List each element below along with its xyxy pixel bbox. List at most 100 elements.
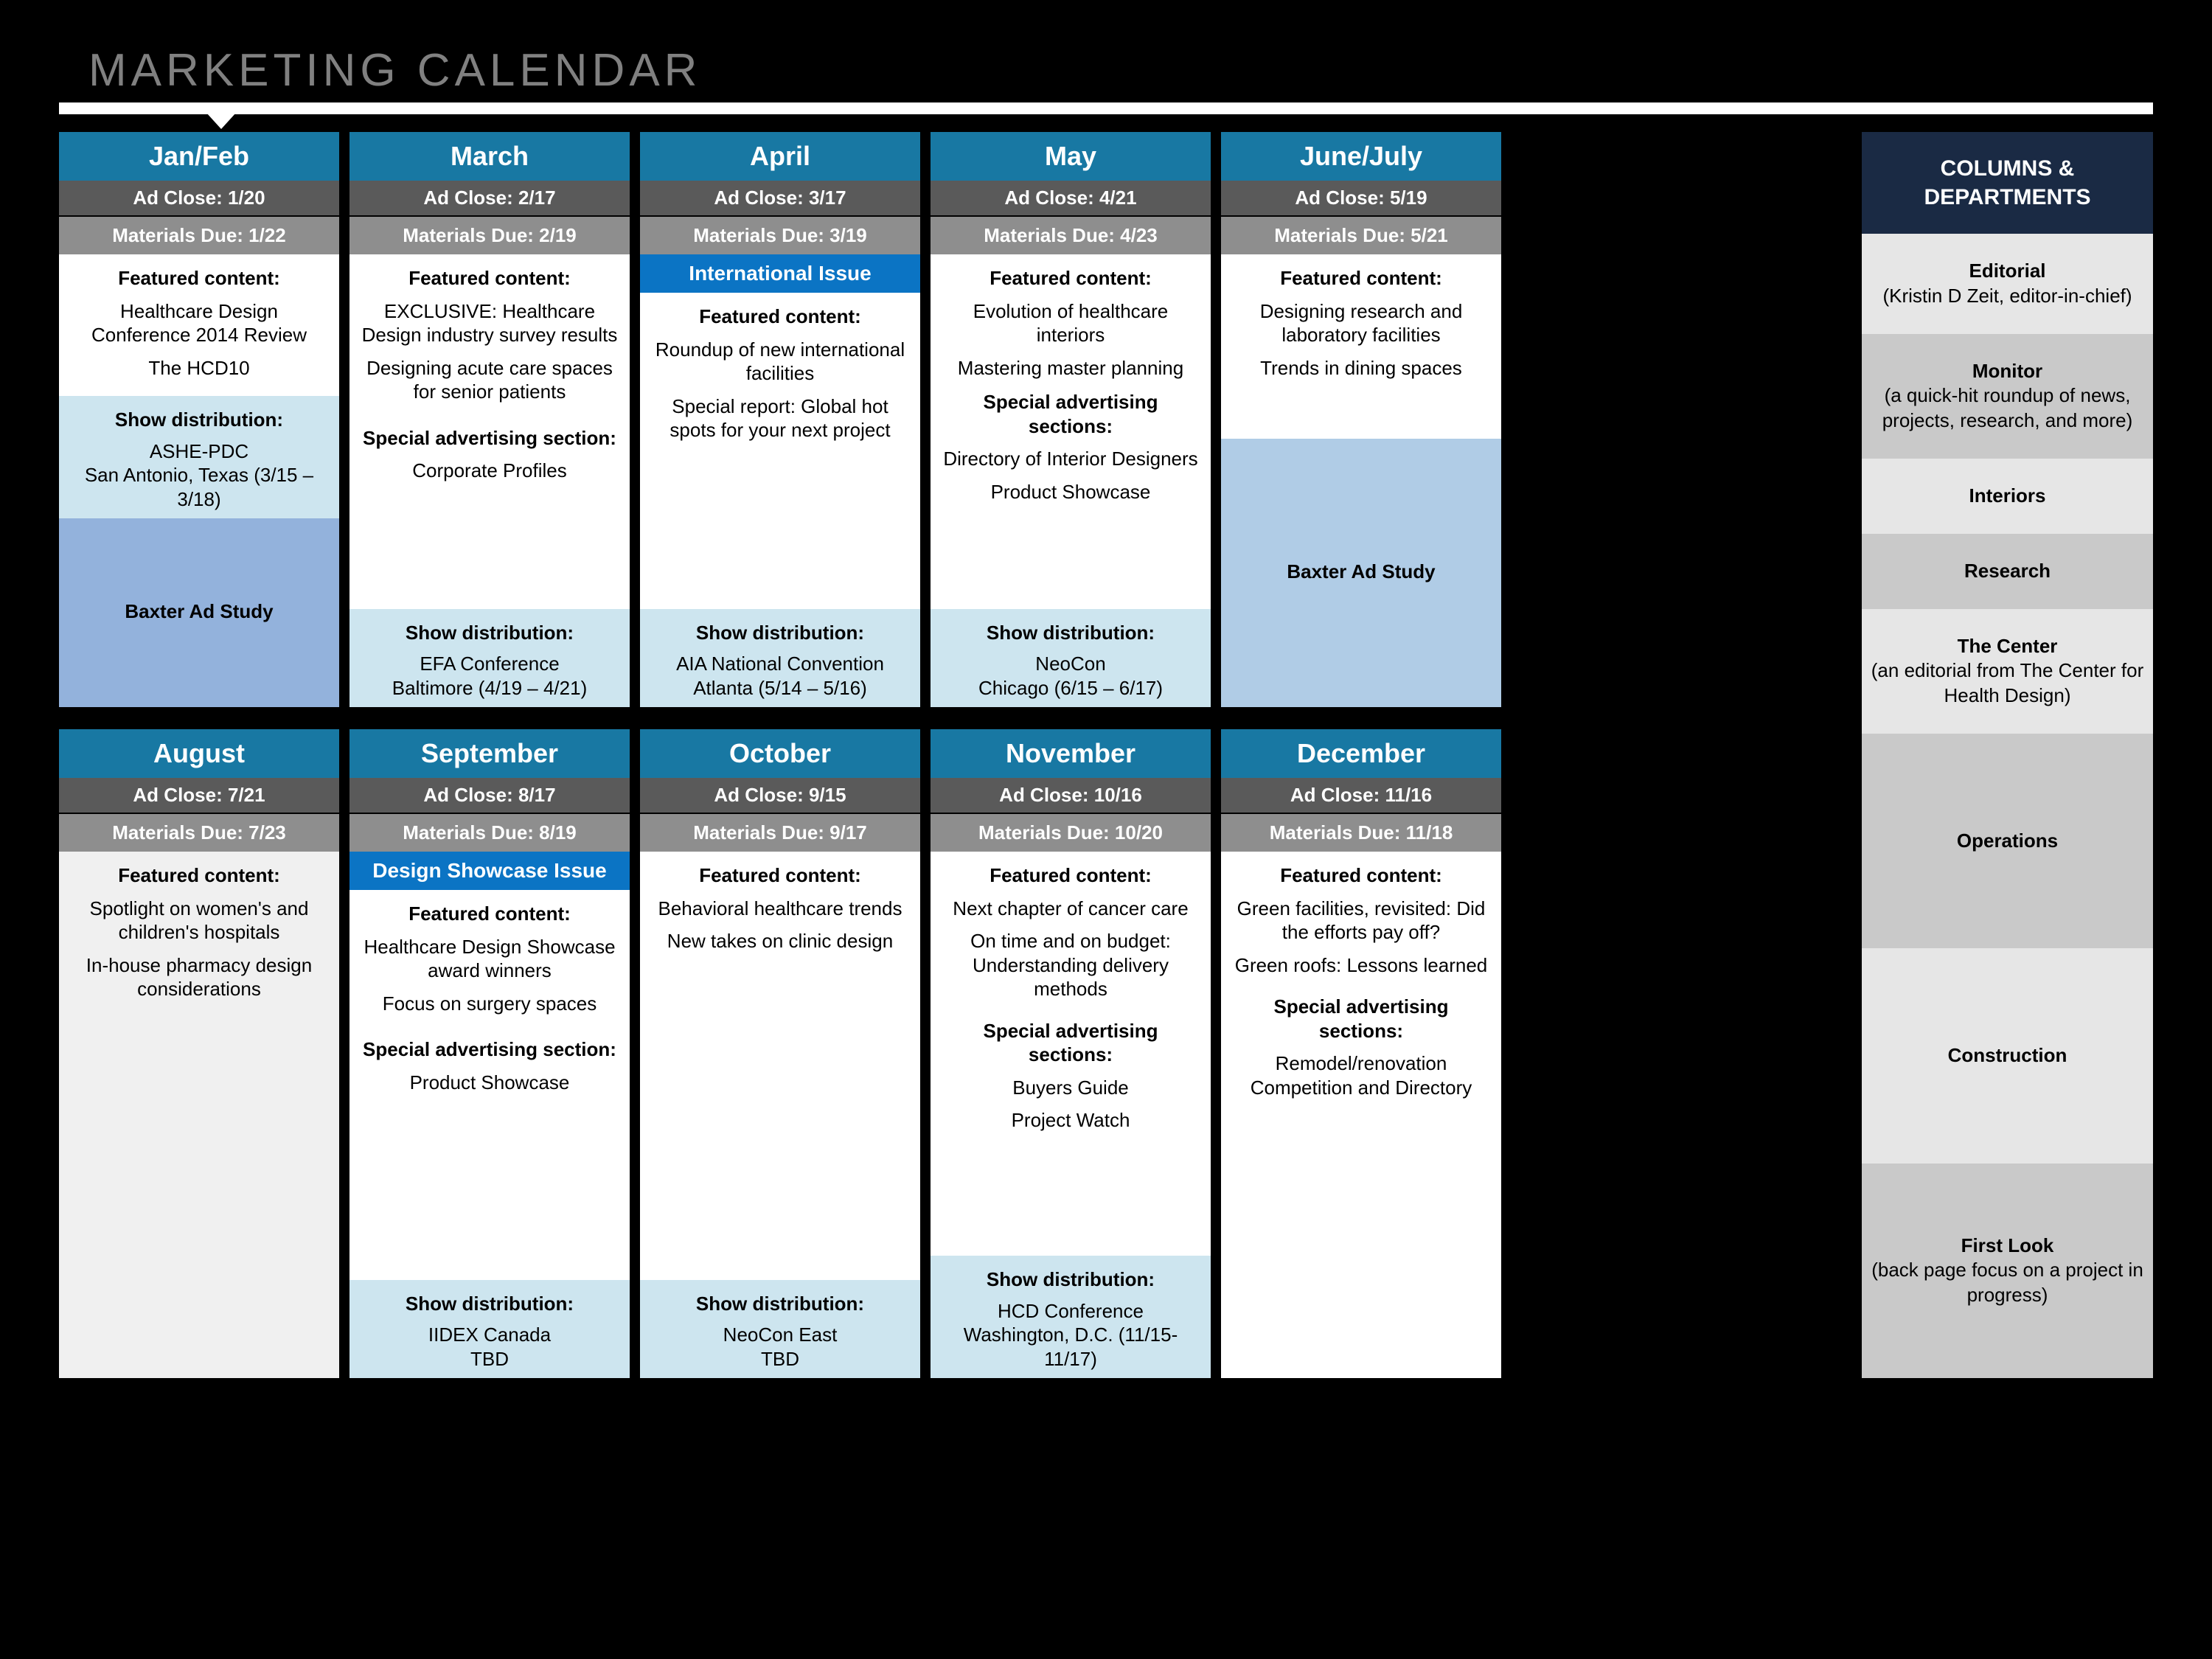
materials-due: Materials Due: 9/17 bbox=[640, 814, 920, 852]
show-dist-label: Show distribution: bbox=[941, 1267, 1200, 1292]
show-dist-label: Show distribution: bbox=[650, 621, 910, 645]
dept-interiors: Interiors bbox=[1862, 459, 2153, 534]
spec-ad-item: Corporate Profiles bbox=[360, 459, 619, 483]
show-dist-block: Show distribution: NeoCon Chicago (6/15 … bbox=[931, 609, 1211, 708]
month-october: October Ad Close: 9/15 Materials Due: 9/… bbox=[640, 729, 920, 1378]
month-header: December bbox=[1221, 729, 1501, 778]
dept-construction: Construction bbox=[1862, 948, 2153, 1163]
materials-due: Materials Due: 1/22 bbox=[59, 217, 339, 254]
ad-close: Ad Close: 1/20 bbox=[59, 181, 339, 217]
baxter-label: Baxter Ad Study bbox=[1287, 560, 1435, 584]
title-bar bbox=[59, 102, 2153, 114]
spec-ad-label: Special advertising section: bbox=[360, 1037, 619, 1062]
featured-item: EXCLUSIVE: Healthcare Design industry su… bbox=[360, 299, 619, 347]
month-november: November Ad Close: 10/16 Materials Due: … bbox=[931, 729, 1211, 1378]
dept-sub: (an editorial from The Center for Health… bbox=[1871, 659, 2143, 706]
show-dist-item: Washington, D.C. (11/15-11/17) bbox=[941, 1323, 1200, 1371]
month-april: April Ad Close: 3/17 Materials Due: 3/19… bbox=[640, 132, 920, 707]
dept-monitor: Monitor (a quick-hit roundup of news, pr… bbox=[1862, 334, 2153, 459]
month-march: March Ad Close: 2/17 Materials Due: 2/19… bbox=[349, 132, 630, 707]
spec-ad-label: Special advertising sections: bbox=[941, 390, 1200, 438]
baxter-block: Baxter Ad Study bbox=[59, 518, 339, 707]
month-september: September Ad Close: 8/17 Materials Due: … bbox=[349, 729, 630, 1378]
show-dist-label: Show distribution: bbox=[650, 1292, 910, 1316]
month-header: June/July bbox=[1221, 132, 1501, 181]
spec-ad-item: Product Showcase bbox=[360, 1071, 619, 1095]
departments-header: COLUMNS & DEPARTMENTS bbox=[1862, 132, 2153, 234]
month-june-july: June/July Ad Close: 5/19 Materials Due: … bbox=[1221, 132, 1501, 707]
featured-label: Featured content: bbox=[1231, 266, 1491, 291]
show-dist-block: Show distribution: ASHE-PDC San Antonio,… bbox=[59, 396, 339, 518]
show-dist-block: Show distribution: AIA National Conventi… bbox=[640, 609, 920, 708]
show-dist-item: Chicago (6/15 – 6/17) bbox=[941, 676, 1200, 700]
featured-item: Next chapter of cancer care bbox=[941, 897, 1200, 921]
month-header: Jan/Feb bbox=[59, 132, 339, 181]
spec-ad-item: Product Showcase bbox=[941, 480, 1200, 504]
featured-block: Featured content: Behavioral healthcare … bbox=[640, 852, 920, 1280]
ad-close: Ad Close: 3/17 bbox=[640, 181, 920, 217]
featured-item: Green facilities, revisited: Did the eff… bbox=[1231, 897, 1491, 945]
month-header: October bbox=[640, 729, 920, 778]
dept-title: Construction bbox=[1948, 1043, 2067, 1068]
show-dist-block: Show distribution: NeoCon East TBD bbox=[640, 1280, 920, 1379]
spec-ad-item: Buyers Guide bbox=[941, 1076, 1200, 1100]
featured-label: Featured content: bbox=[941, 863, 1200, 888]
page-title: MARKETING CALENDAR bbox=[59, 29, 2153, 102]
show-dist-block: Show distribution: HCD Conference Washin… bbox=[931, 1256, 1211, 1378]
dept-title: Research bbox=[1871, 559, 2144, 584]
show-dist-label: Show distribution: bbox=[360, 621, 619, 645]
month-december: December Ad Close: 11/16 Materials Due: … bbox=[1221, 729, 1501, 1378]
featured-item: The HCD10 bbox=[69, 356, 329, 380]
featured-item: Special report: Global hot spots for you… bbox=[650, 394, 910, 442]
dept-title: Editorial bbox=[1871, 259, 2144, 284]
show-dist-block: Show distribution: EFA Conference Baltim… bbox=[349, 609, 630, 708]
featured-item: Designing acute care spaces for senior p… bbox=[360, 356, 619, 404]
baxter-block: Baxter Ad Study bbox=[1221, 439, 1501, 707]
month-header: March bbox=[349, 132, 630, 181]
featured-item: Designing research and laboratory facili… bbox=[1231, 299, 1491, 347]
materials-due: Materials Due: 10/20 bbox=[931, 814, 1211, 852]
show-dist-item: ASHE-PDC bbox=[69, 439, 329, 464]
spec-ad-label: Special advertising sections: bbox=[1231, 995, 1491, 1043]
month-row-2: August Ad Close: 7/21 Materials Due: 7/2… bbox=[59, 729, 1840, 1378]
featured-item: Spotlight on women's and children's hosp… bbox=[69, 897, 329, 945]
featured-item: Trends in dining spaces bbox=[1231, 356, 1491, 380]
dept-operations: Operations bbox=[1862, 734, 2153, 948]
dept-title: Interiors bbox=[1871, 484, 2144, 509]
featured-block: Featured content: Roundup of new interna… bbox=[640, 293, 920, 609]
month-jan-feb: Jan/Feb Ad Close: 1/20 Materials Due: 1/… bbox=[59, 132, 339, 707]
ad-close: Ad Close: 2/17 bbox=[349, 181, 630, 217]
dept-editorial: Editorial (Kristin D Zeit, editor-in-chi… bbox=[1862, 234, 2153, 334]
show-dist-item: TBD bbox=[360, 1347, 619, 1371]
featured-label: Featured content: bbox=[69, 863, 329, 888]
featured-label: Featured content: bbox=[360, 902, 619, 926]
show-dist-item: IIDEX Canada bbox=[360, 1323, 619, 1347]
dept-title: Operations bbox=[1957, 829, 2058, 854]
materials-due: Materials Due: 7/23 bbox=[59, 814, 339, 852]
special-banner: Design Showcase Issue bbox=[349, 852, 630, 890]
ad-close: Ad Close: 7/21 bbox=[59, 778, 339, 814]
show-dist-item: AIA National Convention bbox=[650, 652, 910, 676]
baxter-label: Baxter Ad Study bbox=[125, 599, 273, 624]
featured-item: Healthcare Design Conference 2014 Review bbox=[69, 299, 329, 347]
materials-due: Materials Due: 8/19 bbox=[349, 814, 630, 852]
spec-ad-label: Special advertising section: bbox=[360, 426, 619, 451]
dept-first-look: First Look (back page focus on a project… bbox=[1862, 1164, 2153, 1378]
show-dist-block: Show distribution: IIDEX Canada TBD bbox=[349, 1280, 630, 1379]
show-dist-item: HCD Conference bbox=[941, 1299, 1200, 1324]
featured-item: On time and on budget: Understanding del… bbox=[941, 929, 1200, 1001]
month-row-1: Jan/Feb Ad Close: 1/20 Materials Due: 1/… bbox=[59, 132, 1840, 707]
featured-block: Featured content: Healthcare Design Show… bbox=[349, 890, 630, 1280]
featured-label: Featured content: bbox=[1231, 863, 1491, 888]
ad-close: Ad Close: 9/15 bbox=[640, 778, 920, 814]
dept-title: First Look bbox=[1961, 1234, 2054, 1259]
dept-research: Research bbox=[1862, 534, 2153, 609]
featured-label: Featured content: bbox=[69, 266, 329, 291]
layout: Jan/Feb Ad Close: 1/20 Materials Due: 1/… bbox=[59, 132, 2153, 1400]
ad-close: Ad Close: 10/16 bbox=[931, 778, 1211, 814]
featured-item: Green roofs: Lessons learned bbox=[1231, 953, 1491, 978]
ad-close: Ad Close: 8/17 bbox=[349, 778, 630, 814]
featured-label: Featured content: bbox=[650, 305, 910, 329]
month-header: September bbox=[349, 729, 630, 778]
featured-block: Featured content: Healthcare Design Conf… bbox=[59, 254, 339, 396]
